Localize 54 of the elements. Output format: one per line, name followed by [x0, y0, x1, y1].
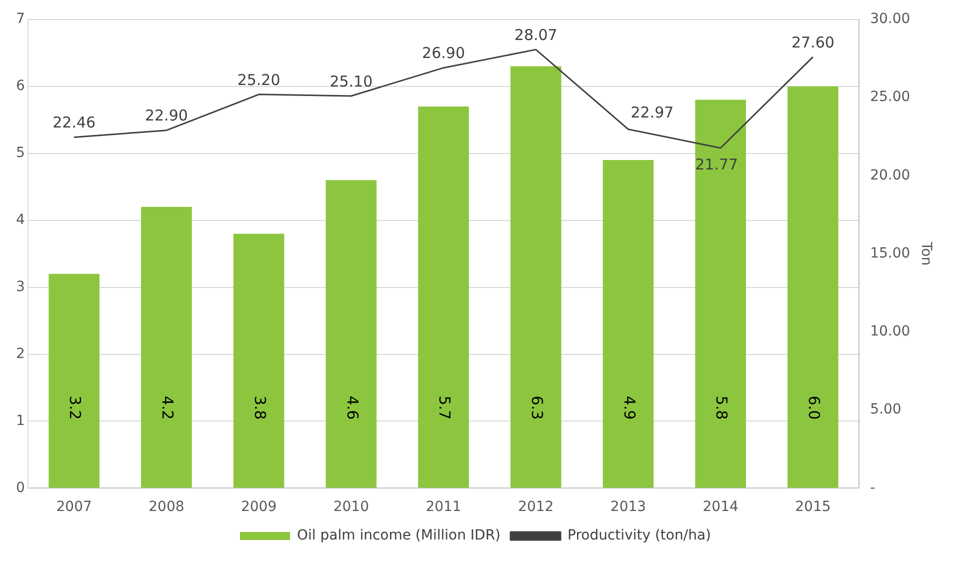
bar [141, 206, 192, 488]
y2-tick-label: 20.00 [870, 167, 910, 184]
y2-tick-label: 15.00 [870, 245, 910, 262]
bar [788, 86, 838, 488]
y2-tick-label: 5.00 [870, 402, 902, 418]
y2-tick-label: 30.00 [870, 11, 910, 28]
x-tick-label: 2011 [426, 499, 462, 516]
data-label: 28.07 [514, 26, 558, 44]
y-tick-label: 6 [16, 78, 25, 94]
bar [510, 66, 562, 488]
bar [233, 234, 284, 488]
bar [602, 160, 654, 488]
data-label: 21.77 [695, 155, 738, 174]
bar [695, 100, 746, 488]
data-label: 27.60 [791, 33, 834, 52]
bar [48, 274, 100, 488]
y-tick-label: 2 [16, 346, 25, 362]
y-tick-label: 3 [16, 278, 25, 295]
x-tick-label: 2015 [795, 499, 831, 516]
y2-tick-label: 25.00 [870, 89, 910, 106]
data-label: 5.8 [712, 396, 731, 420]
data-label: 3.2 [66, 396, 84, 420]
y-tick-label: 7 [16, 11, 25, 28]
y-tick-label: 4 [16, 212, 25, 228]
data-label: 4.9 [620, 396, 638, 420]
data-label: 3.8 [250, 396, 269, 420]
data-label: 25.10 [330, 72, 373, 90]
data-label: 25.20 [237, 70, 280, 89]
y-tick-label: 0 [16, 480, 25, 496]
data-label: 6.0 [805, 396, 824, 420]
x-tick-label: 2014 [702, 499, 738, 516]
data-label: 22.90 [144, 106, 188, 125]
data-label: 22.46 [52, 114, 96, 132]
x-tick-label: 2009 [240, 499, 277, 516]
x-tick-label: 2008 [148, 499, 184, 516]
x-tick-label: 2010 [333, 499, 369, 516]
y-tick-label: 1 [16, 412, 25, 429]
y-tick-label: 5 [16, 144, 25, 161]
x-tick-label: 2013 [610, 499, 646, 516]
data-label: 26.90 [422, 44, 465, 62]
y2-axis-title: Ton [918, 240, 934, 266]
x-tick-label: 2007 [56, 499, 92, 516]
data-label: 4.2 [158, 396, 177, 420]
bar [326, 180, 377, 488]
legend-label: Oil palm income (Million IDR) [297, 528, 501, 544]
y2-tick-label: 10.00 [870, 324, 910, 340]
data-label: 4.6 [343, 396, 362, 420]
data-label: 5.7 [436, 396, 454, 420]
legend-label: Productivity (ton/ha) [568, 528, 711, 544]
y2-tick-label: - [870, 480, 876, 496]
data-label: 22.97 [630, 104, 674, 122]
data-label: 6.3 [528, 396, 546, 420]
x-tick-label: 2012 [518, 499, 554, 516]
bar [418, 106, 469, 488]
